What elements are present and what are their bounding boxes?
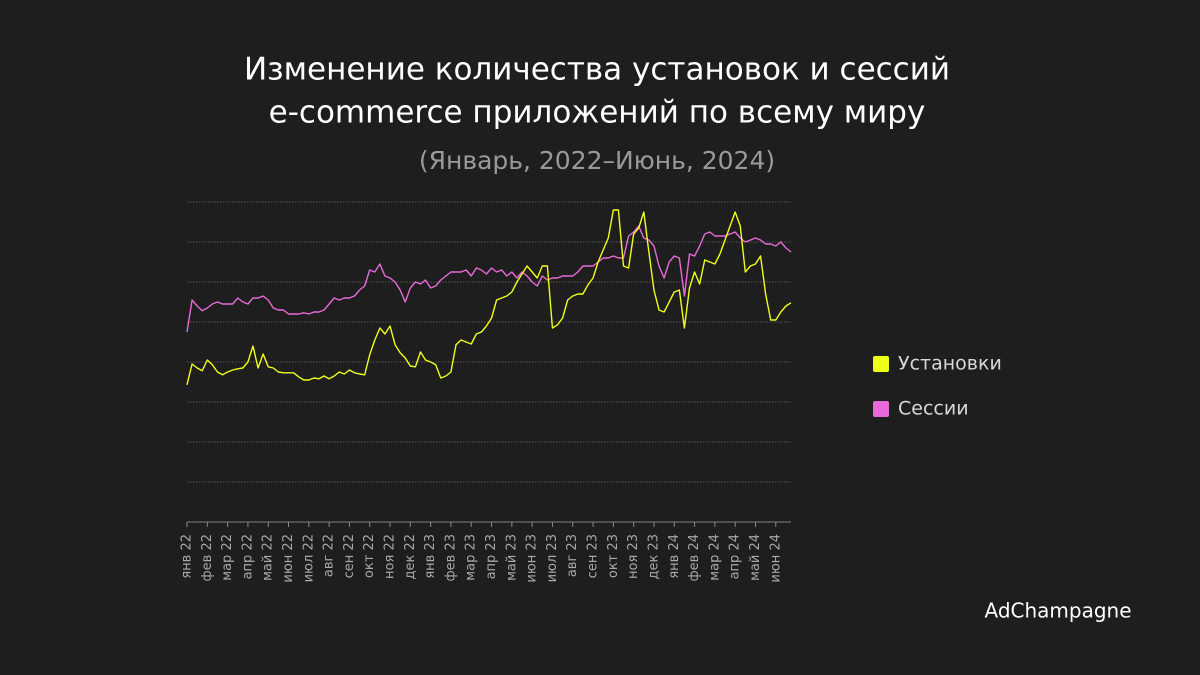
legend-swatch	[873, 356, 889, 372]
x-tick-label: ноя 23	[626, 534, 641, 579]
x-tick-label: авг 23	[565, 534, 580, 577]
x-tick-label: май 23	[504, 534, 519, 581]
x-tick-label: мар 23	[464, 534, 479, 581]
x-tick-label: июн 24	[768, 534, 783, 583]
x-tick-label: мар 22	[220, 534, 235, 581]
x-tick-label: июн 22	[281, 534, 296, 583]
chart-title: e-commerce приложений по всему миру	[269, 95, 926, 131]
x-tick-label: фев 22	[200, 534, 215, 581]
x-tick-label: июл 22	[301, 534, 316, 582]
chart-subtitle: (Январь, 2022–Июнь, 2024)	[419, 146, 775, 175]
legend-swatch	[873, 401, 889, 417]
x-tick-label: дек 23	[646, 534, 661, 580]
x-tick-label: июн 23	[525, 534, 540, 583]
x-tick-label: июл 23	[545, 534, 560, 582]
logo: AdChampagne	[984, 599, 1131, 623]
x-tick-label: мар 24	[707, 534, 722, 581]
x-tick-label: окт 22	[362, 534, 377, 578]
x-tick-label: сен 23	[586, 534, 601, 578]
x-tick-label: янв 23	[423, 534, 438, 579]
x-tick-label: ноя 22	[383, 534, 398, 579]
legend-label: Сессии	[898, 398, 969, 420]
x-tick-label: янв 24	[667, 534, 682, 579]
legend-label: Установки	[898, 353, 1002, 375]
x-tick-label: фев 23	[443, 534, 458, 581]
x-tick-label: апр 23	[484, 534, 499, 579]
x-tick-label: фев 24	[687, 534, 702, 581]
chart-title: Изменение количества установок и сессий	[244, 52, 950, 88]
series-line	[186, 225, 792, 333]
x-tick-label: янв 22	[180, 534, 195, 579]
x-tick-label: окт 23	[606, 534, 621, 578]
x-tick-label: апр 22	[240, 534, 255, 579]
x-tick-label: сен 22	[342, 534, 357, 578]
x-tick-label: апр 24	[728, 534, 743, 579]
x-tick-label: дек 22	[403, 534, 418, 580]
x-tick-label: май 24	[748, 534, 763, 581]
x-tick-label: авг 22	[322, 534, 337, 577]
x-tick-label: май 22	[261, 534, 276, 581]
series-line	[186, 209, 792, 385]
